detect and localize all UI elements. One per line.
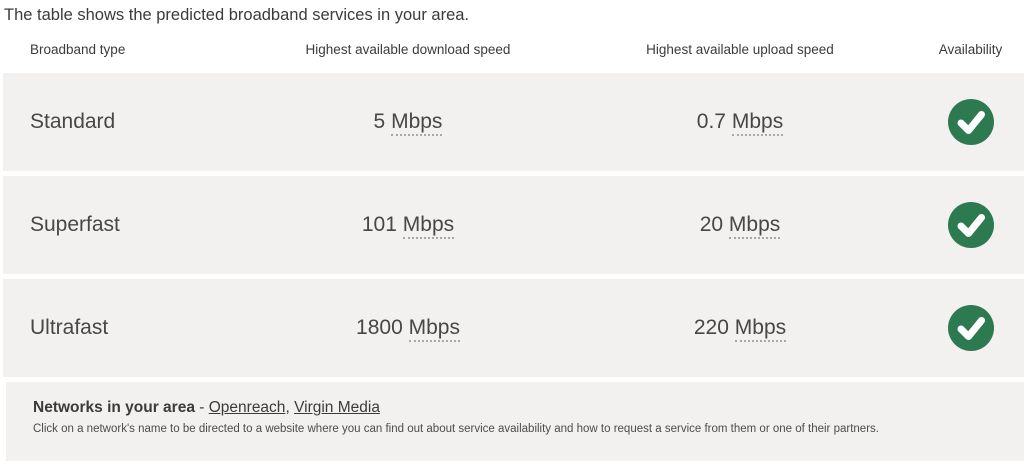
table-row: Superfast 101 Mbps 20 Mbps [3,176,1024,274]
download-speed-cell: 101 Mbps [253,213,563,239]
download-speed-value: 1800 [356,316,403,339]
column-header-download-speed: Highest available download speed [305,41,511,57]
download-speed-value: 5 [373,110,386,133]
download-speed-cell: 1800 Mbps [253,316,563,342]
intro-text: The table shows the predicted broadband … [4,6,470,24]
availability-check-icon [947,99,994,145]
mbps-abbr[interactable]: Mbps [734,316,787,342]
mbps-abbr[interactable]: Mbps [408,316,460,342]
mbps-abbr[interactable]: Mbps [728,213,781,239]
table-header-row: Broadband type Highest available downloa… [3,25,1024,73]
availability-cell [917,99,1024,145]
upload-speed-value: 20 [699,213,724,236]
mbps-abbr[interactable]: Mbps [402,213,455,239]
availability-cell [917,202,1024,248]
availability-check-icon [947,202,994,248]
broadband-type-cell: Superfast [30,213,120,236]
download-speed-value: 101 [361,213,397,236]
networks-heading: Networks in your area [33,399,195,416]
upload-speed-value: 220 [693,316,729,339]
column-header-availability: Availability [938,41,1003,57]
mbps-abbr[interactable]: Mbps [731,110,784,136]
virgin-media-link[interactable]: Virgin Media [294,399,380,416]
upload-speed-cell: 0.7 Mbps [563,110,917,136]
heading-separator: - [194,399,209,416]
mbps-abbr[interactable]: Mbps [391,110,443,136]
broadband-type-cell: Ultrafast [30,316,109,339]
column-header-broadband-type: Broadband type [30,41,126,57]
upload-speed-cell: 20 Mbps [563,213,917,239]
link-separator: , [285,399,295,416]
broadband-type-cell: Standard [30,110,116,133]
availability-cell [917,305,1024,351]
openreach-link[interactable]: Openreach [208,399,286,416]
table-row: Ultrafast 1800 Mbps 220 Mbps [3,279,1024,377]
upload-speed-cell: 220 Mbps [563,316,917,342]
networks-footer: Networks in your area - Openreach, Virgi… [6,382,1024,461]
broadband-table: Broadband type Highest available downloa… [3,25,1024,461]
networks-note: Click on a network's name to be directed… [33,423,879,435]
table-row: Standard 5 Mbps 0.7 Mbps [3,73,1024,171]
availability-check-icon [947,305,994,351]
upload-speed-value: 0.7 [696,110,726,133]
download-speed-cell: 5 Mbps [253,110,563,136]
column-header-upload-speed: Highest available upload speed [646,41,834,57]
networks-heading-line: Networks in your area - Openreach, Virgi… [33,399,1004,417]
